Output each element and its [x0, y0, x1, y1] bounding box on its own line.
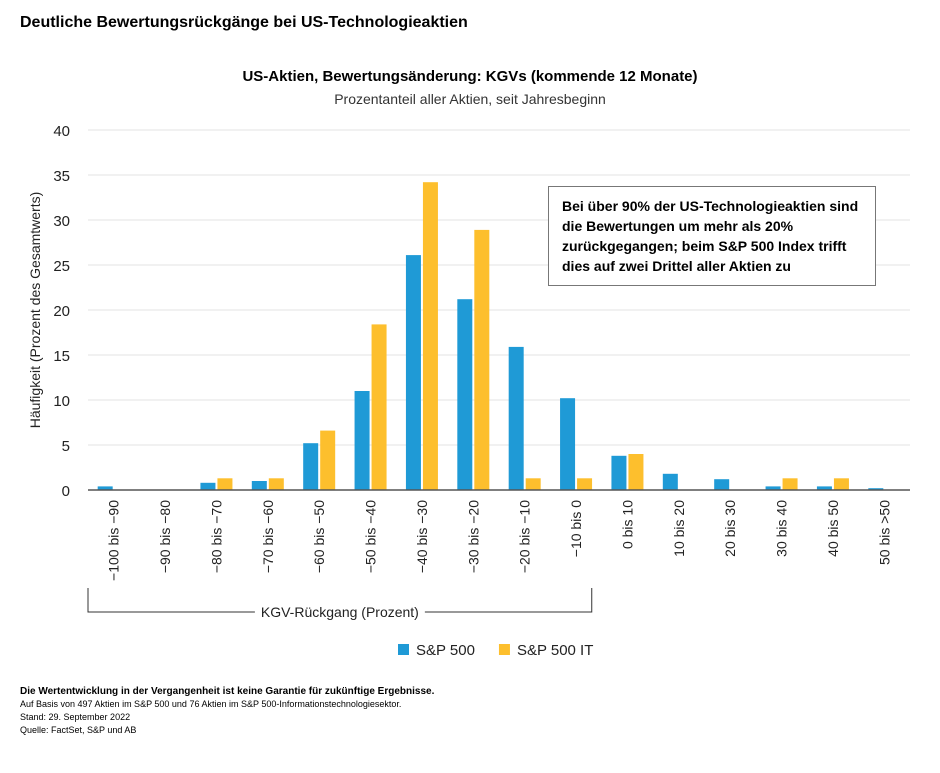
bar-sp500 — [560, 398, 576, 490]
legend-swatch — [398, 644, 409, 655]
bar-sp500 — [405, 255, 421, 490]
x-tick-label: −60 bis −50 — [311, 500, 327, 573]
y-axis-label: Häufigkeit (Prozent des Gesamtwerts) — [27, 192, 43, 429]
bar-sp500-it — [782, 478, 798, 490]
y-tick-label: 30 — [53, 213, 70, 230]
bar-sp500 — [200, 482, 216, 490]
bar-sp500-it — [217, 478, 233, 490]
x-tick-label: −10 bis 0 — [568, 500, 584, 557]
bar-sp500-it — [577, 478, 593, 490]
bar-sp500 — [251, 481, 267, 490]
y-tick-label: 20 — [53, 303, 70, 320]
y-tick-label: 5 — [62, 438, 70, 455]
x-tick-label: −80 bis −70 — [208, 500, 224, 573]
x-tick-label: 10 bis 20 — [671, 500, 687, 557]
bar-sp500-it — [320, 430, 336, 490]
bar-sp500 — [662, 473, 678, 490]
chart-subtitle: Prozentanteil aller Aktien, seit Jahresb… — [334, 91, 606, 107]
legend-label: S&P 500 IT — [517, 642, 593, 659]
page-header: Deutliche Bewertungsrückgänge bei US-Tec… — [20, 14, 468, 31]
y-tick-label: 25 — [53, 258, 70, 275]
bar-sp500 — [303, 443, 319, 490]
bar-sp500-it — [268, 478, 284, 490]
y-tick-label: 10 — [53, 393, 70, 410]
footer-date: Stand: 29. September 2022 — [20, 712, 131, 722]
footer-basis: Auf Basis von 497 Aktien im S&P 500 und … — [20, 699, 402, 709]
bar-sp500-it — [474, 229, 490, 490]
x-tick-label: 20 bis 30 — [722, 500, 738, 557]
footer-source: Quelle: FactSet, S&P und AB — [20, 725, 137, 735]
x-tick-label: 40 bis 50 — [825, 500, 841, 557]
x-tick-label: −50 bis −40 — [363, 500, 379, 573]
x-axis-label: KGV-Rückgang (Prozent) — [261, 604, 419, 620]
footer: Die Wertentwicklung in der Vergangenheit… — [20, 685, 434, 737]
x-tick-label: −40 bis −30 — [414, 500, 430, 573]
x-tick-label: −30 bis −20 — [465, 500, 481, 573]
bar-sp500 — [765, 486, 781, 490]
x-tick-label: 0 bis 10 — [619, 500, 635, 549]
x-tick-label: 50 bis >50 — [876, 500, 892, 565]
y-tick-label: 0 — [62, 483, 70, 500]
bar-sp500-it — [525, 478, 541, 490]
bar-sp500-it — [422, 182, 438, 490]
legend-swatch — [498, 644, 510, 655]
bar-sp500-it — [628, 454, 644, 490]
x-axis-label-bg — [254, 604, 425, 620]
bar-sp500 — [816, 486, 832, 490]
x-tick-label: −100 bis −90 — [106, 500, 122, 581]
x-tick-label: −90 bis −80 — [157, 500, 173, 573]
y-tick-label: 35 — [53, 168, 70, 185]
x-tick-label: −70 bis −60 — [260, 500, 276, 573]
annotation-box: Bei über 90% der US-Technologieaktien si… — [548, 186, 876, 286]
x-tick-label: 30 bis 40 — [774, 500, 790, 557]
bar-sp500 — [354, 391, 370, 490]
bar-chart: 0 5 10 15 20 25 30 35 40 Häufigkeit (Prozent des … — [27, 123, 910, 659]
bar-sp500 — [457, 299, 473, 490]
x-tick-label: −20 bis −10 — [517, 500, 533, 573]
bar-sp500-it — [371, 324, 387, 490]
bar-sp500 — [868, 488, 884, 490]
bar-sp500-it — [833, 478, 849, 490]
bar-sp500 — [611, 455, 627, 490]
y-tick-label: 15 — [53, 348, 70, 365]
bar-sp500 — [714, 479, 730, 490]
legend-label: S&P 500 — [416, 642, 475, 659]
bar-sp500 — [508, 346, 524, 490]
footer-disclaimer: Die Wertentwicklung in der Vergangenheit… — [20, 686, 435, 697]
bar-sp500 — [97, 486, 113, 490]
y-tick-label: 40 — [53, 123, 70, 140]
chart-title: US-Aktien, Bewertungsänderung: KGVs (kom… — [242, 68, 698, 85]
